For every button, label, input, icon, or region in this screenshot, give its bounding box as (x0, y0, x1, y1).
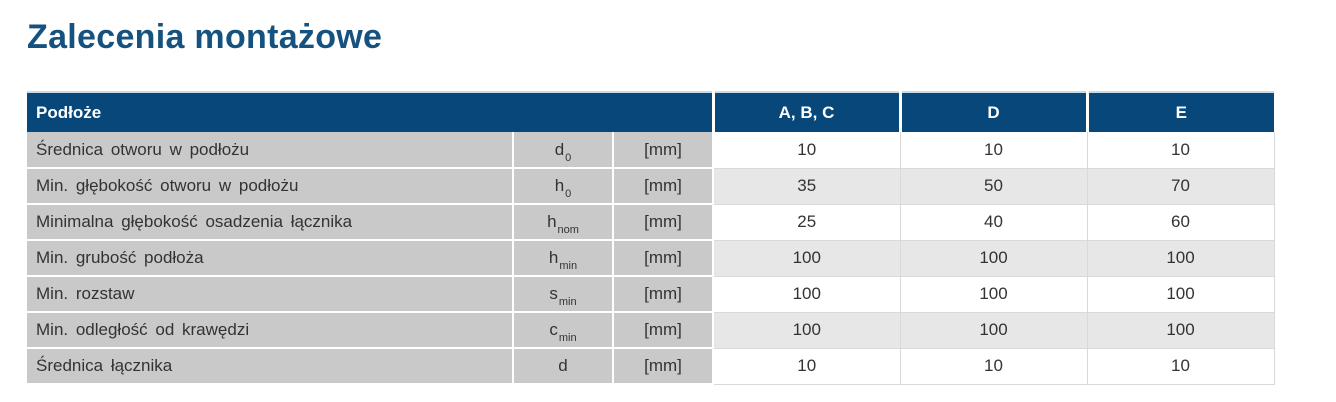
page: Zalecenia montażowe Podłoże A, B, C D E … (27, 18, 1275, 385)
row-value: 60 (1087, 204, 1275, 241)
row-symbol: h0 (513, 168, 614, 205)
symbol-base: d (554, 139, 565, 159)
row-value: 25 (713, 204, 901, 241)
header-cell-abc: A, B, C (713, 91, 902, 132)
table-row: Min. grubość podłoża hmin [mm] 100 100 100 (27, 240, 1275, 277)
row-value: 35 (713, 168, 901, 205)
row-value: 40 (900, 204, 1088, 241)
row-symbol: d0 (513, 132, 614, 169)
symbol-subscript: 0 (565, 151, 572, 164)
symbol-base: h (554, 176, 565, 195)
row-symbol: cmin (513, 312, 614, 349)
table-row: Min. głębokość otworu w podłożu h0 [mm] 35 5… (27, 168, 1275, 205)
row-label: Min. grubość podłoża (27, 240, 514, 277)
table-row: Min. odległość od krawędzi cmin [mm] 100 100… (27, 312, 1275, 349)
header-cell-substrate: Podłoże (27, 91, 715, 132)
row-value: 100 (900, 240, 1088, 277)
row-value: 100 (1087, 240, 1275, 277)
row-label: Min. odległość od krawędzi (27, 312, 514, 349)
header-cell-e: E (1087, 91, 1275, 132)
symbol-subscript: nom (557, 224, 579, 236)
table-row: Średnica otworu w podłożu d0 [mm] 10 10 10 (27, 132, 1275, 169)
row-value: 100 (900, 276, 1088, 313)
header-cell-d: D (900, 91, 1089, 132)
row-label: Średnica łącznika (27, 348, 514, 385)
table-row: Minimalna głębokość osadzenia łącznika hn… (27, 204, 1275, 241)
row-value: 10 (900, 348, 1088, 385)
row-unit: [mm] (613, 204, 715, 241)
row-label: Min. rozstaw (27, 276, 514, 313)
row-value: 10 (1087, 348, 1275, 385)
row-value: 70 (1087, 168, 1275, 205)
symbol-base: d (558, 356, 568, 375)
row-value: 100 (1087, 276, 1275, 313)
row-value: 100 (900, 312, 1088, 349)
installation-recommendations-table: Podłoże A, B, C D E Średnica otworu w po… (27, 91, 1275, 385)
symbol-base: h (547, 212, 557, 231)
row-unit: [mm] (613, 240, 715, 277)
page-title: Zalecenia montażowe (27, 18, 383, 56)
row-value: 10 (713, 132, 901, 169)
symbol-base: c (549, 320, 558, 339)
row-label: Minimalna głębokość osadzenia łącznika (27, 204, 514, 241)
symbol-base: s (549, 284, 558, 303)
table-body: Średnica otworu w podłożu d0 [mm] 10 10 10 Min… (27, 132, 1275, 385)
row-value: 10 (900, 132, 1088, 169)
row-symbol: hnom (513, 204, 614, 241)
row-symbol: hmin (513, 240, 614, 277)
row-value: 10 (713, 348, 901, 385)
symbol-subscript: 0 (565, 188, 572, 200)
symbol-subscript: min (558, 332, 577, 344)
table-header-row: Podłoże A, B, C D E (27, 91, 1275, 132)
row-value: 10 (1087, 132, 1275, 169)
row-unit: [mm] (613, 276, 715, 313)
row-label: Średnica otworu w podłożu (27, 132, 514, 169)
row-label: Min. głębokość otworu w podłożu (27, 168, 514, 205)
symbol-subscript: min (558, 296, 577, 308)
row-value: 100 (713, 276, 901, 313)
row-unit: [mm] (613, 168, 715, 205)
symbol-subscript: min (559, 260, 578, 272)
row-symbol: d (513, 348, 614, 385)
row-symbol: smin (513, 276, 614, 313)
row-value: 100 (713, 240, 901, 277)
symbol-base: h (548, 248, 559, 267)
row-unit: [mm] (613, 348, 715, 385)
table-row: Średnica łącznika d [mm] 10 10 10 (27, 348, 1275, 385)
row-unit: [mm] (613, 312, 715, 349)
row-unit: [mm] (613, 132, 715, 169)
table-header: Podłoże A, B, C D E (27, 91, 1275, 132)
row-value: 50 (900, 168, 1088, 205)
row-value: 100 (1087, 312, 1275, 349)
row-value: 100 (713, 312, 901, 349)
table-row: Min. rozstaw smin [mm] 100 100 100 (27, 276, 1275, 313)
